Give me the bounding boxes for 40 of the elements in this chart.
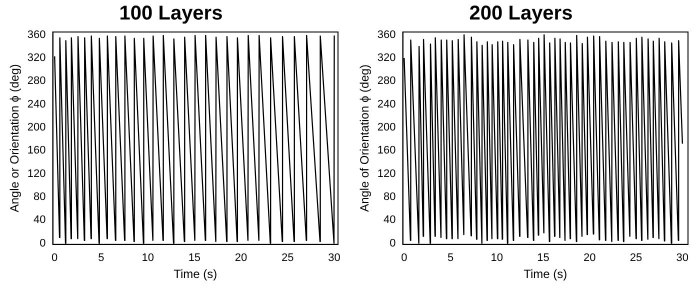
y-tick-label: 240 (27, 98, 46, 110)
y-tick-label: 40 (34, 214, 46, 226)
x-axis-title: Time (s) (524, 267, 568, 282)
x-tick-label: 15 (537, 252, 550, 264)
x-tick-label: 5 (447, 252, 454, 264)
x-tick-label: 0 (401, 252, 408, 264)
chart-title: 100 Layers (119, 2, 223, 25)
y-tick-label: 80 (384, 190, 396, 203)
y-tick-label: 280 (377, 75, 396, 88)
x-tick-label: 30 (328, 252, 340, 264)
x-tick-label: 10 (142, 252, 154, 264)
y-axis-title: Angle of Orientation ϕ (deg) (358, 64, 372, 212)
y-tick-label: 160 (27, 144, 46, 157)
x-tick-label: 0 (52, 252, 58, 264)
x-tick-label: 25 (282, 252, 294, 264)
y-tick-label: 360 (27, 28, 46, 41)
chart-title: 200 Layers (469, 2, 573, 25)
x-tick-label: 10 (490, 252, 504, 264)
y-tick-label: 320 (377, 52, 396, 64)
y-tick-label: 0 (390, 237, 396, 250)
x-axis-title: Time (s) (174, 267, 218, 282)
y-tick-label: 120 (27, 168, 46, 180)
y-tick-label: 120 (377, 168, 396, 180)
y-tick-label: 240 (377, 98, 396, 110)
x-tick-label: 20 (234, 252, 248, 264)
x-tick-label: 30 (676, 252, 689, 264)
y-tick-label: 160 (377, 144, 396, 157)
x-tick-label: 20 (584, 252, 596, 264)
y-tick-label: 200 (377, 122, 396, 134)
y-tick-label: 320 (27, 52, 46, 64)
y-tick-label: 40 (384, 214, 396, 226)
x-tick-label: 5 (98, 252, 104, 264)
x-tick-label: 25 (630, 252, 642, 264)
y-tick-label: 360 (377, 28, 396, 41)
y-axis-title: Angle or Orientation ϕ (deg) (8, 64, 22, 212)
y-tick-label: 0 (40, 237, 46, 250)
y-tick-label: 80 (34, 190, 46, 203)
x-tick-label: 15 (188, 252, 201, 264)
y-tick-label: 280 (27, 75, 46, 88)
y-tick-label: 200 (27, 122, 46, 134)
